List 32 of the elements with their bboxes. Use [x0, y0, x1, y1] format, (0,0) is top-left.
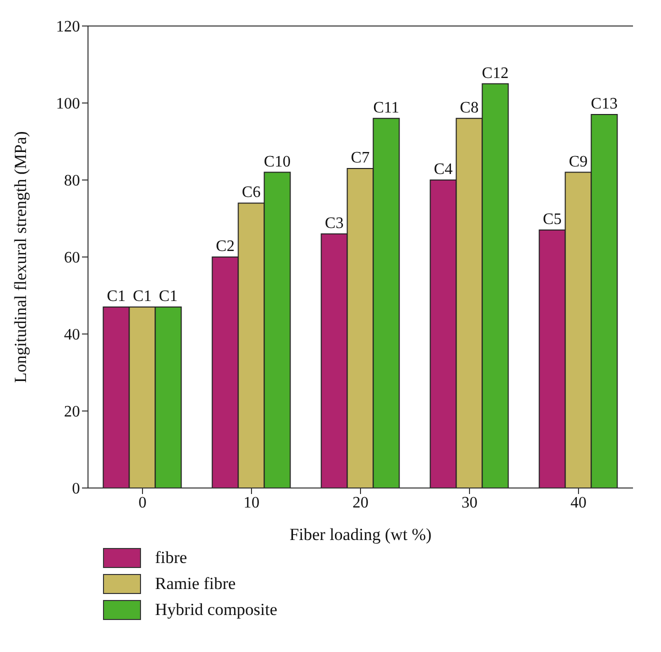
x-tick-label: 10: [244, 494, 260, 512]
legend-label: Ramie fibre: [155, 574, 236, 594]
y-tick-label: 120: [56, 18, 80, 36]
legend-label: Hybrid composite: [155, 600, 278, 620]
x-tick-label: 30: [462, 494, 478, 512]
data-label: C12: [482, 64, 509, 82]
data-label: C4: [434, 161, 453, 178]
legend-label: fibre: [155, 548, 188, 568]
x-tick-label: 20: [352, 494, 368, 512]
data-label: C13: [590, 96, 618, 113]
data-label: C11: [373, 99, 400, 116]
data-label: C5: [542, 211, 562, 228]
y-tick-label: 0: [72, 480, 80, 498]
data-label: C1: [106, 288, 126, 306]
y-tick-label: 80: [64, 172, 80, 190]
x-tick-label: 40: [570, 494, 586, 512]
y-tick-label: 40: [64, 326, 80, 344]
data-label: C1: [158, 288, 178, 306]
x-tick-label: 0: [138, 494, 146, 512]
y-tick-label: 100: [56, 96, 80, 113]
data-label: C9: [568, 153, 588, 170]
data-label: C1: [132, 288, 152, 306]
data-label: C8: [460, 99, 479, 116]
data-label: C7: [350, 149, 370, 166]
y-axis-title: Longitudinal flexural strength (MPa): [11, 131, 30, 383]
y-tick-label: 20: [64, 404, 80, 421]
data-label: C2: [216, 238, 235, 255]
data-label: C6: [242, 184, 261, 202]
data-label: C3: [324, 214, 344, 232]
x-axis-title: Fiber loading (wt %): [289, 525, 432, 544]
data-label: C10: [264, 153, 291, 170]
y-tick-label: 60: [64, 250, 80, 267]
